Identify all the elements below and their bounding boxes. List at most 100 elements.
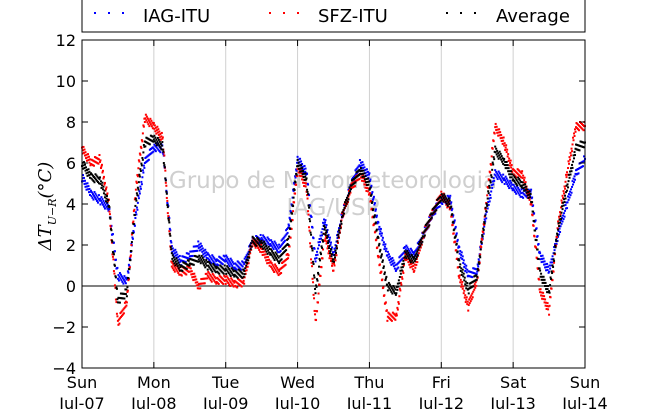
data-point (157, 142, 160, 145)
data-point (347, 192, 350, 195)
data-point (116, 298, 119, 301)
data-point (388, 259, 391, 262)
data-point (111, 233, 114, 236)
data-point (361, 172, 364, 175)
data-point (152, 140, 155, 143)
data-point (569, 194, 572, 197)
data-point (495, 125, 498, 128)
data-point (375, 214, 378, 217)
data-point (397, 285, 400, 288)
data-point (156, 147, 159, 150)
data-point (365, 184, 368, 187)
data-point (252, 237, 255, 240)
data-point (204, 254, 207, 257)
data-point (336, 233, 339, 236)
data-point (203, 252, 206, 255)
data-point (125, 301, 128, 304)
data-point (130, 244, 133, 246)
data-point (432, 212, 435, 215)
data-point (569, 170, 572, 173)
series-layer (81, 113, 586, 326)
data-point (394, 318, 397, 321)
data-point (483, 215, 486, 218)
data-point (134, 188, 137, 191)
data-point (146, 121, 149, 124)
data-point (528, 198, 531, 201)
data-point (277, 274, 280, 277)
data-point (407, 251, 410, 254)
data-point (315, 319, 318, 322)
data-point (495, 147, 498, 150)
data-point (445, 197, 448, 200)
data-point (235, 270, 238, 273)
data-point (442, 200, 445, 203)
data-point (223, 268, 226, 271)
data-point (273, 240, 276, 243)
data-point (293, 181, 296, 184)
data-point (278, 251, 281, 254)
data-point (549, 267, 552, 270)
data-point (103, 196, 106, 199)
data-point (525, 185, 528, 188)
data-point (571, 180, 574, 183)
data-point (201, 247, 204, 250)
data-point (204, 262, 207, 265)
data-point (549, 261, 552, 264)
data-point (295, 169, 298, 172)
data-point (483, 218, 486, 221)
data-point (112, 241, 115, 244)
data-point (127, 271, 130, 274)
data-point (362, 163, 365, 166)
data-point (569, 190, 572, 193)
data-point (139, 169, 142, 172)
data-point (511, 179, 514, 182)
data-point (211, 254, 214, 257)
data-point (539, 269, 542, 272)
data-point (162, 153, 165, 156)
data-point (265, 238, 268, 241)
data-point (272, 269, 275, 272)
data-point (102, 175, 105, 178)
data-point (311, 277, 314, 280)
data-point (330, 257, 333, 260)
data-point (546, 302, 549, 305)
data-point (103, 189, 106, 192)
data-point (154, 150, 157, 153)
data-point (542, 278, 545, 281)
data-point (390, 260, 393, 263)
data-point (276, 254, 279, 257)
data-point (288, 224, 291, 227)
data-point (507, 153, 510, 156)
data-point (406, 255, 409, 258)
data-point (101, 198, 104, 201)
data-point (520, 186, 523, 189)
data-point (110, 239, 113, 242)
data-point (104, 187, 107, 190)
legend: IAG-ITU SFZ-ITU Average (81, 0, 586, 33)
data-point (378, 225, 381, 228)
data-point (184, 261, 187, 264)
data-point (462, 285, 465, 288)
data-point (554, 244, 557, 247)
data-point (500, 133, 503, 136)
data-point (314, 287, 317, 290)
data-point (272, 265, 275, 268)
data-point (467, 309, 470, 312)
data-point (174, 254, 177, 257)
data-point (270, 244, 273, 247)
data-point (490, 155, 493, 158)
data-point (275, 256, 278, 259)
data-point (388, 317, 391, 320)
data-point (166, 201, 169, 204)
data-point (155, 146, 158, 149)
data-point (259, 247, 262, 250)
data-point (263, 253, 266, 256)
data-point (298, 174, 301, 177)
data-point (197, 258, 200, 261)
data-point (502, 173, 505, 176)
data-point (515, 188, 518, 191)
data-point (566, 171, 569, 174)
data-point (246, 261, 249, 264)
data-point (394, 288, 397, 291)
data-point (100, 163, 103, 166)
